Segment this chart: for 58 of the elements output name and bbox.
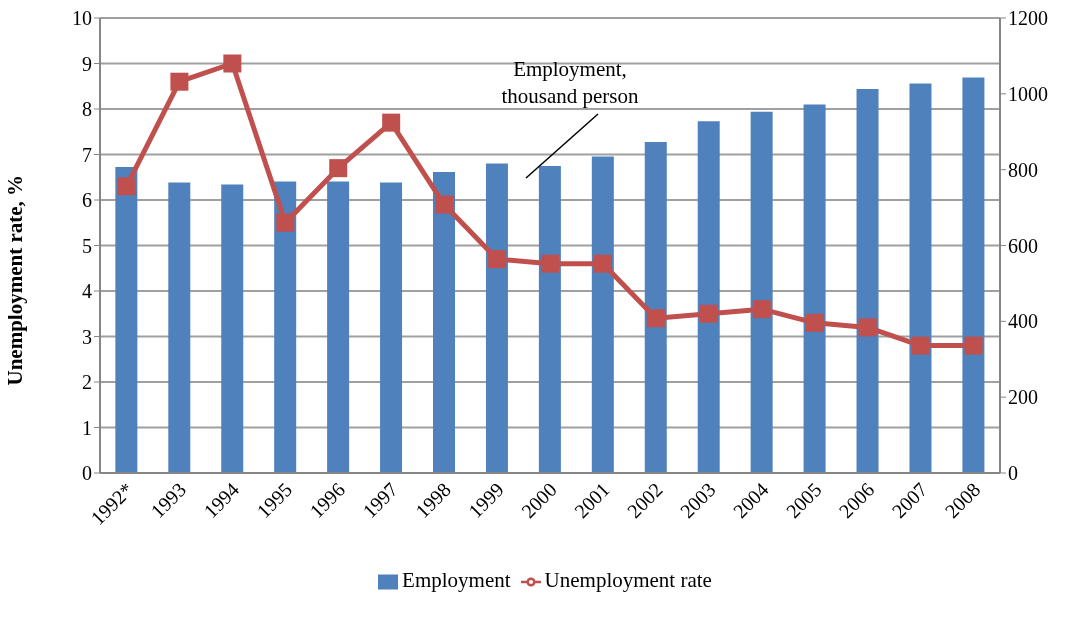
y-tick-label: 0	[82, 462, 92, 485]
point	[752, 300, 771, 319]
point	[170, 72, 189, 91]
bar	[485, 163, 508, 473]
bar	[274, 181, 297, 473]
point	[541, 254, 559, 273]
x-tick-label: 1999	[464, 478, 508, 523]
bar	[856, 88, 879, 473]
bar	[803, 104, 826, 473]
y-tick-label: 6	[82, 189, 92, 212]
point	[276, 213, 295, 232]
bar	[168, 182, 191, 473]
y-tick-label: 1	[82, 416, 92, 439]
bar	[962, 77, 985, 473]
annotation: Employment, thousand person	[500, 56, 640, 110]
point	[911, 336, 930, 355]
point	[329, 159, 348, 178]
bar	[221, 184, 244, 473]
bar	[327, 181, 350, 473]
y-tick-label: 5	[82, 234, 92, 257]
y-tick-label: 10	[72, 7, 92, 30]
bar	[750, 111, 773, 473]
bar	[697, 121, 720, 473]
point	[646, 309, 665, 328]
y-tick-label: 4	[82, 280, 92, 303]
bar	[591, 156, 614, 473]
y-tick-label: 7	[82, 143, 92, 166]
y-tick-label: 3	[82, 325, 92, 348]
y-tick-label: 2	[82, 371, 92, 394]
bar	[433, 171, 455, 473]
point	[858, 318, 877, 337]
point	[593, 254, 612, 273]
x-tick-label: 1998	[411, 478, 455, 523]
legend-label: Unemployment rate	[544, 568, 712, 592]
y2-tick-label: 400	[1008, 310, 1038, 333]
bar	[380, 182, 403, 473]
y2-tick-label: 1000	[1008, 82, 1048, 105]
y-tick-label: 8	[82, 98, 92, 121]
y-tick-label: 9	[82, 52, 92, 75]
y2-tick-label: 0	[1008, 462, 1018, 485]
legend-label: Employment	[402, 568, 511, 592]
point	[488, 250, 507, 269]
point	[223, 54, 242, 73]
bar	[644, 141, 667, 473]
point	[964, 336, 983, 355]
point	[117, 177, 136, 196]
point	[699, 304, 718, 323]
point	[805, 313, 824, 332]
y-axis-title: Unemployment rate, %	[3, 174, 28, 386]
point	[435, 195, 454, 214]
bar	[538, 165, 561, 473]
bar	[115, 167, 138, 473]
y2-tick-label: 600	[1008, 234, 1038, 257]
y2-tick-label: 200	[1008, 386, 1038, 409]
point	[382, 113, 401, 132]
bar	[909, 83, 932, 473]
y2-tick-label: 800	[1008, 158, 1038, 181]
y2-tick-label: 1200	[1008, 7, 1048, 30]
